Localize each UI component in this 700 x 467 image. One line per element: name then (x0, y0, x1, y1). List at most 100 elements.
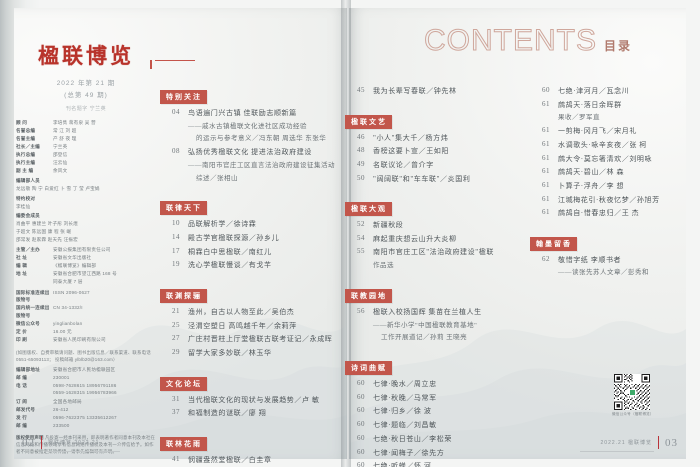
publisher-fields: 主管／主办 安徽公报集团有限责任公司社 址 安徽省文华出版社编 辑 《楹联博览》编辑部… (16, 246, 156, 285)
toc-entry[interactable]: 14 殿古学官楹联探源／孙乡儿 (160, 233, 335, 244)
toc-entry[interactable]: 61 一剪梅·冈月飞／宋月礼 (530, 126, 695, 137)
toc-entry[interactable]: 54 麻起重庆想云山升大炎柳 (345, 234, 520, 245)
toc-entry[interactable]: 04 鸟语遍门兴古镇 佳联励志顺新篇 (160, 108, 335, 119)
toc-entry[interactable]: 31 当代楹联文化的现状与发展趋势／卢 敏 (160, 395, 335, 406)
toc-entry[interactable]: 37 和福制造的谜联／廖 翔 (160, 408, 335, 419)
toc-entry-page: 60 (357, 433, 365, 442)
toc-entry[interactable]: 55 南阳市官庄工区"法治政府建设"楹联 (345, 247, 520, 258)
toc-entry[interactable]: 50 "阔阔联"和"车车联"／炎国利 (345, 174, 520, 185)
address-field-row: 邮发代号 26-412 (16, 406, 156, 414)
toc-section: 联律天下 10 品联解析学／徐诗霖 14 殿古学官楹联探源／孙乡儿 17 桐霖白中思楹联／南… (160, 197, 335, 271)
toc-entry-title: 我为长辈写春联／钟先林 (373, 87, 457, 95)
toc-section-title[interactable]: 翰墨留香 (530, 236, 577, 251)
committee-line: 邵常发 赵家霖 赵天先 汪振宏 (16, 236, 78, 242)
toc-entry[interactable]: 62 敬惜字纸 李顺书者 (530, 255, 695, 266)
folio-right-meta: 2022.21 楹联博览 (600, 440, 652, 446)
toc-section-title[interactable]: 特别关注 (160, 90, 207, 104)
toc-entry-page: 10 (172, 219, 180, 228)
toc-section-title[interactable]: 楹联大观 (345, 202, 392, 217)
toc-entry-title: 当代楹联文化的现状与发展趋势／卢 敏 (188, 395, 320, 404)
toc-entry-subtitle-2: 的运示与参考意义／冯东朝 周选华 东张华 (196, 135, 327, 143)
identifier-value: 16.00 元 (53, 328, 72, 334)
address-field-value: 233500 (53, 422, 70, 428)
identifier-key: 国内统一连续出版物号 (16, 305, 50, 318)
qr-code-icon[interactable] (614, 374, 650, 410)
issue-number: 2022 年第 21 期 (56, 80, 116, 87)
toc-entry[interactable]: 41 悯疆盎然堂楹联／白圭章 (160, 455, 335, 466)
address-field-row: 邮 编 233500 (16, 422, 156, 430)
toc-entry-subtitle-2: 综述／张相山 (196, 174, 238, 182)
qr-code-block[interactable]: 微信公众号（楹联博览） (612, 374, 654, 417)
staff-value: 汪云仙 (53, 160, 68, 166)
toc-entry-page: 54 (357, 233, 365, 242)
calligraphy-credit: 刊名题字 宁兰英 (65, 106, 107, 112)
toc-entry[interactable]: 25 泾渭空塑日 高鸣越千年／余莉萍 (160, 321, 335, 332)
red-rule-line (155, 60, 195, 61)
toc-section-title[interactable]: 楹联文艺 (345, 114, 392, 129)
toc-entry[interactable]: 27 广庄村晋柱上厅堂楹联古联考证记／永成晖 (160, 334, 335, 345)
toc-entry[interactable]: 61 鹧大令·莫忘箸清欢／刘明咏 (530, 154, 695, 165)
toc-entry[interactable]: 61 江城梅花引·秋夜忆梦／孙旭芳 (530, 195, 695, 206)
toc-entry[interactable]: 45 我为长辈写春联／钟先林 (345, 86, 520, 97)
toc-section-title[interactable]: 联林花雨 (160, 436, 207, 451)
toc-entry[interactable]: 56 楹联入校扬国辉 集苗在兰植人生 (345, 307, 520, 318)
toc-section-title[interactable]: 联教园地 (345, 288, 392, 303)
publisher-field-key: 地 址 (16, 271, 28, 277)
address-field-value: 全国各地邮局 (53, 398, 82, 404)
toc-entry-title: 麻起重庆想云山升大炎柳 (373, 234, 457, 243)
toc-entry[interactable]: 60 七律·闻梅子／徐先方 (345, 448, 520, 459)
folio-right: 2022.21 楹联博览 03 (580, 436, 678, 452)
toc-section-title[interactable]: 联渊探骊 (160, 288, 207, 303)
editors-label: 编辑部人员 (16, 178, 40, 184)
toc-entry-page: 60 (357, 461, 365, 467)
toc-entry[interactable]: 60 七绝·秋日苍山／李松荣 (345, 434, 520, 445)
toc-entry[interactable]: 52 新疆秋段 (345, 220, 520, 231)
address-field-row: 邮 编 230001 (16, 374, 156, 382)
toc-entry[interactable]: 49 名联议论／曾介字 (345, 160, 520, 171)
toc-entry[interactable]: 60 七律·归乡／徐 波 (345, 406, 520, 417)
toc-entry[interactable]: 60 七绝·津河月／瓦念川 (530, 86, 695, 97)
toc-entry[interactable]: 61 鹧鸪天·碧山／林 森 (530, 167, 695, 178)
toc-entry-title: 江城梅花引·秋夜忆梦／孙旭芳 (558, 195, 660, 204)
toc-entry-page: 27 (172, 334, 180, 343)
toc-entry[interactable]: 17 桐霖白中思楹联／南红儿 (160, 247, 335, 258)
toc-section-title[interactable]: 联律天下 (160, 201, 207, 216)
publisher-field-key: 主管／主办 (16, 247, 40, 253)
staff-row: 名誉主编 产 舒 夜 理 (16, 135, 156, 143)
toc-entry[interactable]: 60 七绝·听蝉／怀 河 (345, 461, 520, 467)
toc-entry[interactable]: 61 鹧鸪自·惜春忠归／王 杰 (530, 208, 695, 219)
toc-entry-page: 60 (542, 86, 550, 94)
toc-entry[interactable]: 60 七律·秋晚／马常军 (345, 393, 520, 404)
identifier-key: 印 刷 (16, 337, 28, 343)
toc-column-2: 45 我为长辈写春联／钟先林楹联文艺 46 "小人"集大千／杨方炜 48 香榜这要卜宣／王… (345, 86, 520, 467)
address-field-key: 邮发代号 (16, 406, 36, 412)
address-field-row: 电 话 0598-7628615 18956791186 0559-1628315… (16, 382, 156, 397)
toc-entry[interactable]: 61 卜算子·浮舟／李 想 (530, 181, 695, 192)
toc-entry[interactable]: 46 "小人"集大千／杨方炜 (345, 133, 520, 144)
identifier-value: CN 34-1332/I (53, 305, 83, 311)
toc-entry[interactable]: 61 水调歌头·咏辛亥夜／张 柯 (530, 140, 695, 151)
identifier-row: 国际标准连续出版物号 ISSN 2096-0627 (16, 289, 156, 304)
toc-entry-title: 敬惜字纸 李顺书者 (558, 255, 622, 264)
toc-entry[interactable]: 61 鹧鸪天·落日余晖群 (530, 100, 695, 111)
toc-entry-page: 61 (542, 99, 550, 108)
toc-section-title[interactable]: 文化论坛 (160, 376, 207, 391)
publisher-field-value: 安徽省合肥市望江西路 168 号 同泰大厦 7 层 (53, 271, 117, 284)
toc-entry[interactable]: 21 渔州，自古以人物至此／吴伯杰 (160, 307, 335, 318)
toc-entry[interactable]: 60 七律·晚水／周立忠 (345, 379, 520, 390)
section-gap (345, 189, 520, 198)
toc-entry[interactable]: 19 洗心学楹联慢谈／有戈芊 (160, 260, 335, 271)
identifier-row: 印 刷 安徽省人民印刷有限公司 (16, 336, 156, 344)
toc-entry[interactable]: 08 弘扬优秀楹联文化 提进法治政府建设 (160, 147, 335, 158)
toc-entry[interactable]: 10 品联解析学／徐诗霖 (160, 219, 335, 230)
toc-entry[interactable]: 60 七律·题临／刘昌敏 (345, 420, 520, 431)
publisher-field-value: 安徽公报集团有限责任公司 (53, 247, 111, 253)
toc-section-title[interactable]: 诗词曲赋 (345, 361, 392, 376)
toc-entry[interactable]: 48 香榜这要卜宣／王如阳 (345, 146, 520, 157)
identifier-value: yinglianbolan (53, 320, 83, 326)
toc-entry[interactable]: 29 留学大家多妙联／林玉华 (160, 348, 335, 359)
toc-entry-title: 七绝·秋日苍山／李松荣 (373, 434, 452, 443)
toc-entry-title: 悯疆盎然堂楹联／白圭章 (188, 455, 272, 464)
identifier-row: 国内统一连续出版物号 CN 34-1332/I (16, 304, 156, 319)
toc-entry-page: 60 (357, 420, 365, 429)
